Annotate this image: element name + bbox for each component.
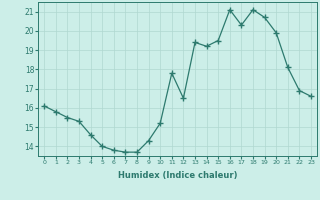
X-axis label: Humidex (Indice chaleur): Humidex (Indice chaleur) — [118, 171, 237, 180]
